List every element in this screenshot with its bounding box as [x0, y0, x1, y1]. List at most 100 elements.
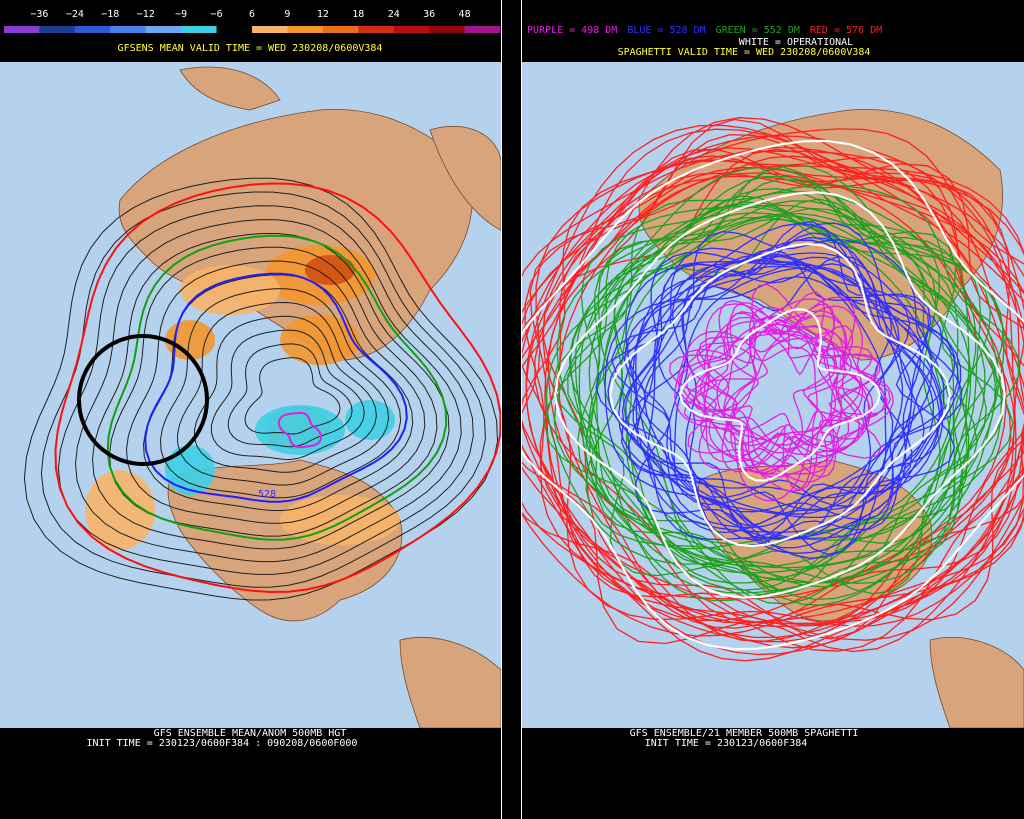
- spaghetti-contour: [568, 195, 952, 580]
- footer-line: GFS ENSEMBLE MEAN/ANOM 500MB HGT: [154, 728, 347, 739]
- spaghetti-contour: [618, 223, 913, 511]
- continent: [929, 636, 1024, 728]
- anomaly-shading: [165, 445, 215, 495]
- contour-label: 528: [258, 489, 276, 500]
- colorbar-label: −12: [137, 9, 155, 20]
- spaghetti-contour: [552, 201, 1014, 606]
- spaghetti-contour: [529, 118, 1024, 640]
- height-contour: [54, 182, 501, 594]
- spaghetti-contour: [684, 315, 882, 493]
- spaghetti-contour: [524, 146, 1024, 625]
- colorbar-label: 18: [352, 9, 364, 20]
- colorbar-segment: [358, 26, 395, 33]
- colorbar-segment: [39, 26, 76, 33]
- height-contour: [106, 234, 448, 541]
- spaghetti-contour: [522, 156, 1024, 642]
- height-contour: [91, 233, 450, 550]
- colorbar-segment: [145, 26, 182, 33]
- spaghetti-contour: [522, 150, 1012, 600]
- colorbar-segment: [464, 26, 501, 33]
- colorbar-segment: [4, 26, 40, 33]
- colorbar-segment: [287, 26, 324, 33]
- height-contour: [244, 357, 341, 435]
- colorbar-label: −6: [211, 9, 223, 20]
- spaghetti-contour: [694, 312, 850, 475]
- spaghetti-contour: [604, 237, 904, 559]
- height-contour: [125, 260, 426, 524]
- colorbar-segment: [216, 26, 253, 33]
- height-contour: [159, 288, 402, 499]
- map-title: GFSENS MEAN VALID TIME = WED 230208/0600…: [118, 43, 383, 54]
- spaghetti-contour: [685, 300, 836, 451]
- height-contour: [74, 219, 462, 563]
- operational-contour: [522, 139, 1024, 651]
- continent: [118, 108, 473, 361]
- footer-line: INIT TIME = 230123/0600F384 : 090208/060…: [87, 738, 358, 749]
- continent: [179, 66, 281, 111]
- anomaly-shading: [85, 470, 155, 550]
- spaghetti-contour: [703, 296, 874, 473]
- spaghetti-contour: [620, 215, 996, 574]
- anomaly-shading: [305, 255, 355, 285]
- colorbar-label: 48: [459, 9, 471, 20]
- spaghetti-contour: [626, 249, 894, 527]
- spaghetti-contour: [522, 148, 1007, 627]
- map-title: SPAGHETTI VALID TIME = WED 230208/0600V3…: [618, 47, 871, 58]
- footer-line: INIT TIME = 230123/0600F384: [645, 738, 808, 749]
- spaghetti-contour: [607, 255, 922, 541]
- colorbar-label: 12: [317, 9, 329, 20]
- spaghetti-contour: [558, 172, 1024, 639]
- colorbar-segment: [393, 26, 430, 33]
- annotation-circle: [77, 334, 209, 466]
- spaghetti-contour: [595, 247, 913, 529]
- anomaly-shading: [180, 265, 280, 315]
- spaghetti-contour: [723, 325, 871, 492]
- left-map: 528: [0, 62, 501, 728]
- colorbar: −36 −24 −18 −12 −9 −6 6 9 12 18 24 36 48: [4, 9, 501, 33]
- spaghetti-contour: [703, 303, 864, 474]
- spaghetti-contour: [522, 128, 1024, 637]
- spaghetti-contour: [588, 207, 998, 597]
- colorbar-label: −24: [66, 9, 84, 20]
- legend-entry: RED = 576 DM: [810, 25, 882, 36]
- height-contour: [277, 411, 323, 449]
- spaghetti-contour: [623, 230, 963, 521]
- colorbar-label: 36: [423, 9, 435, 20]
- spaghetti-contour: [543, 205, 978, 584]
- spaghetti-contour: [643, 263, 943, 541]
- legend: PURPLE = 498 DM BLUE = 528 DM GREEN = 552 …: [527, 25, 882, 36]
- right-map: [522, 62, 1024, 728]
- colorbar-label: −9: [175, 9, 187, 20]
- colorbar-label: 9: [284, 9, 290, 20]
- spaghetti-contour: [632, 222, 945, 547]
- spaghetti-contour: [673, 255, 944, 555]
- spaghetti-contour: [578, 166, 972, 550]
- spaghetti-contour: [567, 184, 1020, 568]
- spaghetti-contour: [698, 283, 888, 468]
- continent: [429, 125, 501, 231]
- operational-label: WHITE = OPERATIONAL: [739, 37, 853, 48]
- operational-contour: [554, 191, 1006, 599]
- colorbar-segment: [429, 26, 466, 33]
- colorbar-label: 6: [249, 9, 255, 20]
- operational-contour: [609, 242, 951, 548]
- colorbar-segment: [181, 26, 218, 33]
- footer-line: GFS ENSEMBLE/21 MEMBER 500MB SPAGHETTI: [630, 728, 859, 739]
- continent: [399, 636, 501, 728]
- spaghetti-contour: [588, 216, 986, 594]
- spaghetti-contour: [542, 148, 1024, 629]
- spaghetti-contour: [625, 252, 933, 541]
- legend-entry: GREEN = 552 DM: [716, 25, 800, 36]
- colorbar-segment: [252, 26, 288, 33]
- colorbar-segment: [74, 26, 111, 33]
- height-contour: [40, 191, 486, 588]
- spaghetti-contour: [669, 302, 853, 462]
- spaghetti-contour: [522, 155, 1024, 653]
- operational-contour: [679, 308, 881, 482]
- legend-entry: BLUE = 528 DM: [627, 25, 705, 36]
- spaghetti-contour: [522, 117, 1024, 652]
- spaghetti-contour: [677, 298, 837, 454]
- anomaly-shading: [345, 400, 395, 440]
- spaghetti-contour: [610, 253, 956, 554]
